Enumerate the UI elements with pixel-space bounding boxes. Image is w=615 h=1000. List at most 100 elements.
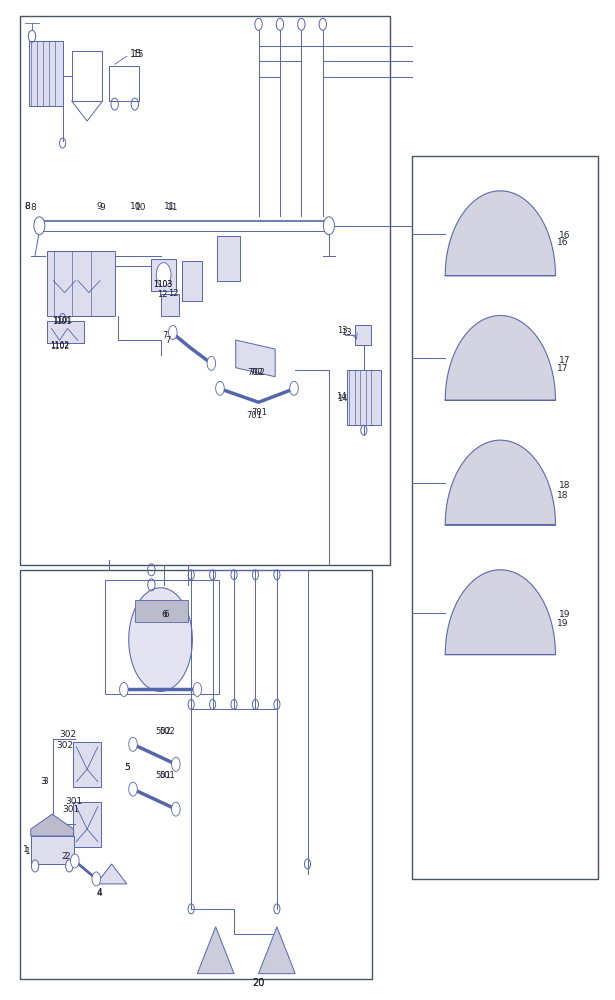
- Bar: [47, 321, 84, 343]
- Bar: [161, 294, 179, 316]
- Polygon shape: [197, 927, 234, 974]
- Text: 701: 701: [251, 408, 267, 417]
- Text: 7: 7: [162, 331, 168, 340]
- Text: 501: 501: [159, 771, 175, 780]
- Text: 19: 19: [558, 610, 570, 619]
- Bar: [182, 261, 202, 301]
- Polygon shape: [236, 340, 275, 377]
- Circle shape: [71, 854, 79, 868]
- Text: 2: 2: [65, 852, 70, 861]
- Polygon shape: [258, 927, 295, 974]
- Text: 701: 701: [246, 411, 262, 420]
- Circle shape: [172, 802, 180, 816]
- Text: 501: 501: [156, 771, 172, 780]
- Text: 8: 8: [25, 202, 30, 211]
- Text: 1102: 1102: [50, 342, 69, 351]
- Text: 14: 14: [337, 394, 347, 403]
- Bar: [135, 600, 188, 622]
- Text: 1103: 1103: [153, 280, 172, 289]
- Text: 1101: 1101: [52, 317, 71, 326]
- Text: 15: 15: [130, 49, 142, 59]
- Text: 13: 13: [341, 328, 352, 337]
- Bar: [73, 802, 101, 847]
- Text: 20: 20: [252, 978, 265, 988]
- Circle shape: [216, 381, 224, 395]
- Bar: [355, 325, 371, 345]
- Text: 10: 10: [130, 202, 141, 211]
- Circle shape: [66, 860, 73, 872]
- Text: 20: 20: [252, 978, 265, 988]
- Text: 702: 702: [247, 368, 263, 377]
- Circle shape: [129, 782, 137, 796]
- Bar: [411, 156, 598, 879]
- Text: 12: 12: [169, 289, 179, 298]
- Text: 16: 16: [557, 238, 569, 247]
- Text: 1102: 1102: [50, 341, 69, 350]
- Bar: [72, 51, 103, 101]
- Circle shape: [172, 757, 180, 771]
- Circle shape: [34, 217, 45, 235]
- Text: 16: 16: [558, 231, 570, 240]
- Bar: [20, 16, 390, 565]
- Text: 17: 17: [557, 364, 569, 373]
- Text: 5: 5: [124, 763, 130, 772]
- Text: 1101: 1101: [54, 316, 73, 325]
- Polygon shape: [445, 440, 555, 525]
- Circle shape: [31, 860, 39, 872]
- Text: 11: 11: [164, 202, 175, 211]
- Text: 8: 8: [25, 202, 30, 211]
- Text: 8: 8: [30, 203, 36, 212]
- Bar: [20, 570, 372, 979]
- Circle shape: [207, 356, 216, 370]
- Text: 5: 5: [124, 763, 130, 772]
- Polygon shape: [445, 570, 555, 655]
- Polygon shape: [31, 814, 74, 836]
- Text: 2: 2: [62, 852, 67, 861]
- Circle shape: [119, 682, 128, 696]
- Text: 9: 9: [97, 202, 102, 211]
- Text: 7: 7: [165, 336, 171, 345]
- Text: 1: 1: [25, 847, 30, 856]
- Text: 301: 301: [66, 797, 83, 806]
- Circle shape: [193, 682, 202, 696]
- Text: 6: 6: [163, 610, 169, 619]
- Text: 19: 19: [557, 619, 569, 628]
- Polygon shape: [129, 588, 192, 691]
- Text: 302: 302: [60, 730, 77, 739]
- Circle shape: [92, 872, 101, 886]
- Circle shape: [169, 325, 177, 339]
- Text: 10: 10: [135, 203, 146, 212]
- Bar: [108, 66, 139, 101]
- Bar: [29, 41, 63, 106]
- Text: 502: 502: [159, 727, 175, 736]
- Bar: [105, 580, 219, 694]
- Polygon shape: [445, 316, 555, 400]
- Circle shape: [290, 381, 298, 395]
- Text: 4: 4: [97, 888, 103, 897]
- Text: 302: 302: [57, 741, 74, 750]
- Bar: [217, 236, 240, 281]
- Bar: [31, 836, 74, 864]
- Text: 15: 15: [133, 50, 145, 59]
- Text: 3: 3: [42, 777, 48, 786]
- Text: 3: 3: [40, 777, 46, 786]
- Text: 12: 12: [157, 290, 167, 299]
- Circle shape: [323, 217, 335, 235]
- Polygon shape: [97, 864, 127, 884]
- Text: 14: 14: [336, 392, 346, 401]
- Text: 4: 4: [97, 889, 102, 898]
- Text: 702: 702: [249, 368, 265, 377]
- Text: 18: 18: [557, 491, 569, 500]
- Circle shape: [156, 263, 171, 287]
- Polygon shape: [445, 191, 555, 276]
- Bar: [47, 251, 114, 316]
- Text: 11: 11: [167, 203, 178, 212]
- Bar: [347, 370, 381, 425]
- Text: 502: 502: [156, 727, 172, 736]
- Text: 1: 1: [23, 845, 29, 854]
- Text: 9: 9: [100, 203, 105, 212]
- Text: 1103: 1103: [153, 280, 172, 289]
- Circle shape: [129, 737, 137, 751]
- Text: 301: 301: [63, 805, 80, 814]
- Text: 13: 13: [338, 326, 348, 335]
